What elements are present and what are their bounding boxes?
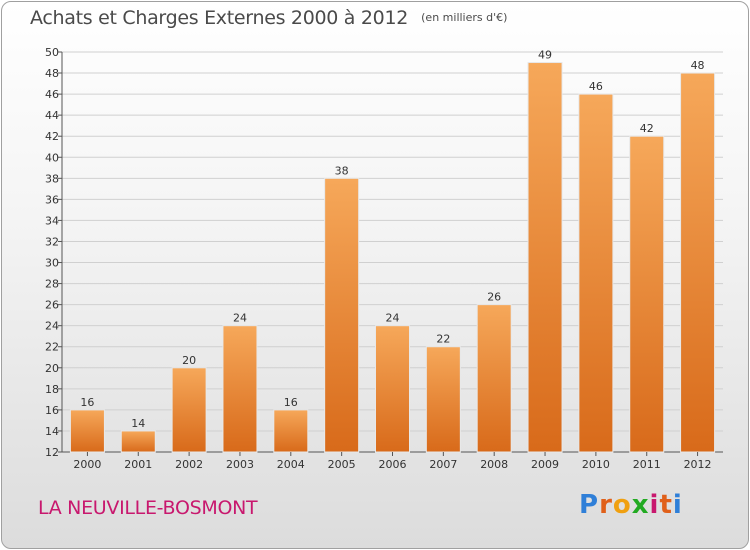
bar-value-label: 24	[386, 312, 400, 325]
x-tick-label: 2007	[429, 458, 457, 471]
logo-letter: t	[659, 490, 673, 520]
y-tick-label: 28	[45, 278, 59, 291]
y-tick-label: 24	[45, 320, 59, 333]
bar-value-label: 26	[487, 291, 501, 304]
proxiti-logo: Proxiti	[579, 490, 683, 520]
bar-value-label: 14	[131, 417, 145, 430]
x-tick-label: 2003	[226, 458, 254, 471]
bar-value-label: 22	[436, 333, 450, 346]
y-tick-label: 38	[45, 172, 59, 185]
y-tick-label: 40	[45, 151, 59, 164]
title-row: Achats et Charges Externes 2000 à 2012 (…	[30, 7, 507, 29]
y-tick-label: 46	[45, 88, 59, 101]
y-tick-label: 30	[45, 257, 59, 270]
x-tick-label: 2001	[124, 458, 152, 471]
logo-letter: x	[631, 490, 650, 520]
y-tick-label: 44	[45, 109, 59, 122]
bar	[578, 93, 614, 453]
bar	[324, 177, 360, 453]
bar	[69, 409, 105, 453]
y-tick-label: 34	[45, 214, 59, 227]
bar-value-label: 20	[182, 354, 196, 367]
y-tick-label: 20	[45, 362, 59, 375]
y-tick-label: 14	[45, 425, 59, 438]
bar-value-label: 49	[538, 49, 552, 62]
logo-letter: i	[672, 490, 683, 520]
bar-value-label: 42	[640, 122, 654, 135]
y-tick-label: 26	[45, 299, 59, 312]
y-tick-label: 18	[45, 383, 59, 396]
x-tick-label: 2011	[633, 458, 661, 471]
x-tick-label: 2009	[531, 458, 559, 471]
y-tick-label: 36	[45, 193, 59, 206]
bar-value-label: 46	[589, 80, 603, 93]
y-tick-label: 50	[45, 46, 59, 59]
x-tick-label: 2002	[175, 458, 203, 471]
y-tick-label: 48	[45, 67, 59, 80]
bar	[222, 325, 258, 453]
logo-letter: o	[612, 490, 632, 520]
x-tick-label: 2005	[328, 458, 356, 471]
x-tick-label: 2000	[73, 458, 101, 471]
chart-subtitle: (en milliers d'€)	[421, 11, 508, 24]
bar	[476, 304, 512, 453]
x-tick-label: 2008	[480, 458, 508, 471]
y-tick-label: 16	[45, 404, 59, 417]
x-tick-label: 2006	[379, 458, 407, 471]
bar	[680, 72, 716, 453]
bar-value-label: 24	[233, 312, 247, 325]
bar	[120, 430, 156, 453]
x-tick-label: 2004	[277, 458, 305, 471]
bar-value-label: 16	[80, 396, 94, 409]
y-tick-label: 42	[45, 130, 59, 143]
logo-letter: P	[579, 490, 600, 520]
bar-value-label: 16	[284, 396, 298, 409]
commune-name: LA NEUVILLE-BOSMONT	[38, 497, 258, 519]
bar-value-label: 38	[335, 164, 349, 177]
y-tick-label: 22	[45, 341, 59, 354]
bar	[425, 346, 461, 453]
logo-letter: i	[649, 490, 660, 520]
y-tick-label: 32	[45, 235, 59, 248]
bar	[375, 325, 410, 453]
bar	[273, 409, 309, 453]
bar	[171, 367, 207, 453]
bar	[629, 135, 665, 453]
x-tick-label: 2012	[684, 458, 712, 471]
bar	[527, 62, 563, 453]
y-tick-label: 12	[45, 446, 59, 459]
bar-value-label: 48	[691, 59, 705, 72]
x-tick-label: 2010	[582, 458, 610, 471]
chart-title: Achats et Charges Externes 2000 à 2012	[30, 7, 409, 29]
logo-letter: r	[599, 490, 613, 520]
